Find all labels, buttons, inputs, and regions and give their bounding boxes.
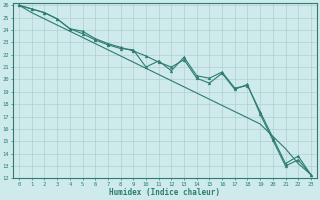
- X-axis label: Humidex (Indice chaleur): Humidex (Indice chaleur): [109, 188, 220, 197]
